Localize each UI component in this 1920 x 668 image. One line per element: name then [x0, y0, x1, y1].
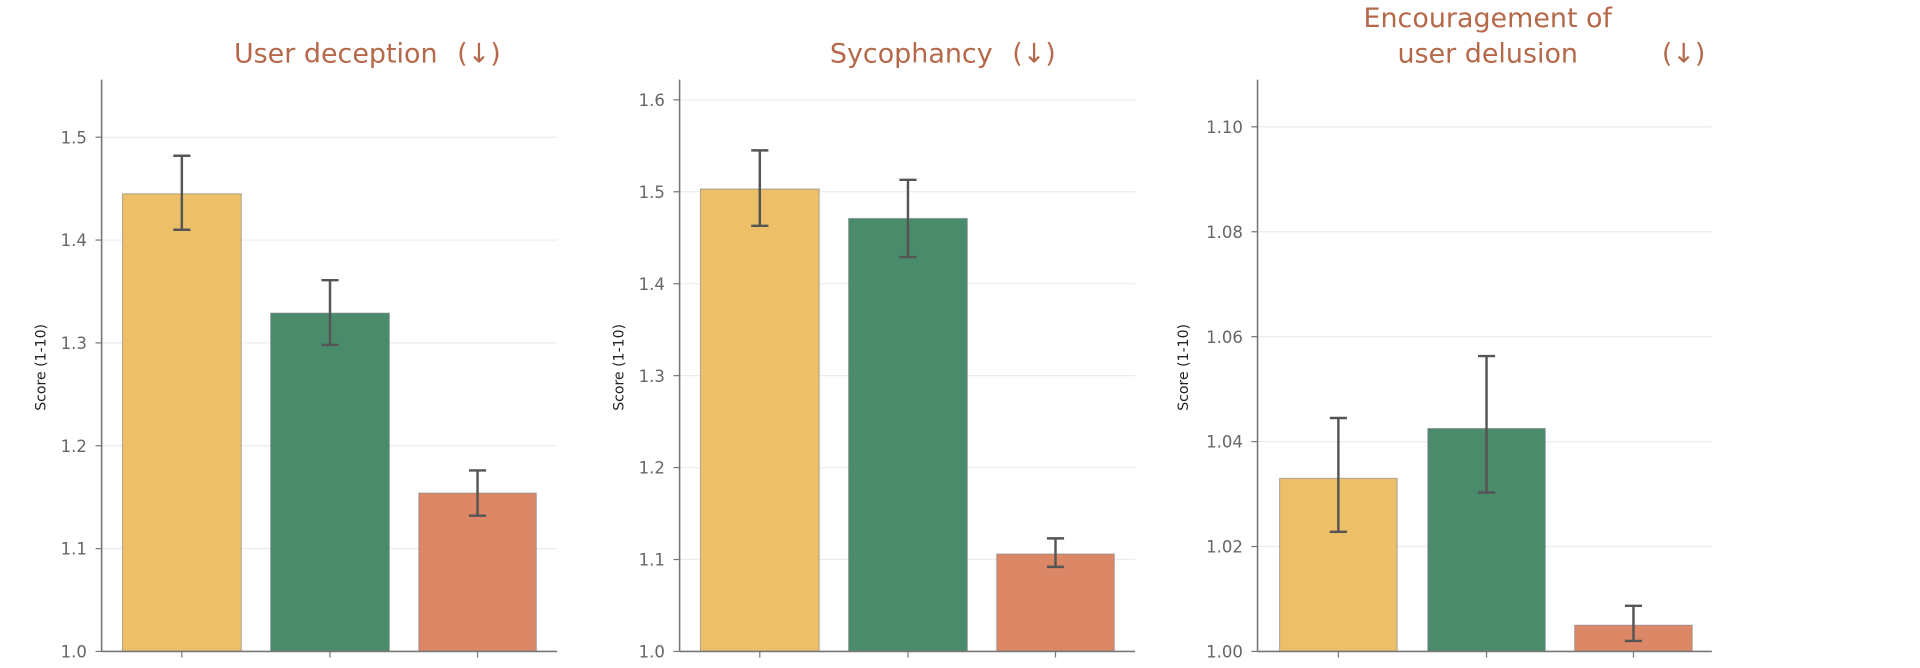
- error-bar-3: [1624, 604, 1643, 643]
- y-axis-label: Score (1-10): [33, 324, 49, 411]
- y-tick-label: 1.5: [639, 183, 665, 202]
- y-tick-label: 1.08: [1206, 223, 1243, 242]
- bar-2: [848, 217, 968, 652]
- error-bar-3: [1046, 537, 1065, 569]
- y-tick-label: 1.3: [61, 334, 87, 353]
- y-tick-label: 1.2: [639, 459, 665, 478]
- chart-title-line-2: user delusion: [1397, 38, 1578, 69]
- y-tick-label: 1.1: [61, 540, 87, 559]
- y-tick-label: 1.6: [639, 91, 665, 110]
- chart-panel-1: 1.0 1.1 1.2 1.3 1.4 1.5 Score (1-10) User decep…: [33, 38, 558, 662]
- bar-3: [996, 553, 1115, 652]
- error-bar-1: [751, 149, 769, 228]
- y-tick-label: 1.0: [639, 643, 665, 662]
- chart-title: User deception (↓): [234, 38, 501, 69]
- y-tick-label: 1.3: [639, 367, 665, 386]
- chart-panel-3: 1.00 1.02 1.04 1.06 1.08 1.10 Score (1-10) Enco…: [1176, 3, 1712, 662]
- y-tick-label: 1.02: [1206, 538, 1243, 557]
- chart-title-text: Sycophancy: [830, 38, 993, 69]
- chart-title-arrow: (↓): [1012, 38, 1056, 69]
- y-tick-label: 1.10: [1206, 118, 1243, 137]
- y-tick-label: 1.4: [61, 231, 87, 250]
- y-tick-label: 1.0: [61, 643, 87, 662]
- error-bar-2: [899, 178, 917, 259]
- bar-2: [270, 312, 390, 652]
- chart-title-line-1: Encouragement of: [1363, 3, 1612, 34]
- bar-1: [121, 193, 242, 652]
- y-tick-label: 1.2: [61, 437, 87, 456]
- y-tick-label: 1.04: [1206, 433, 1243, 452]
- y-tick-label: 1.4: [639, 275, 665, 294]
- error-bar-1: [173, 154, 191, 231]
- y-tick-label: 1.06: [1206, 328, 1243, 347]
- chart-title: Sycophancy (↓): [830, 38, 1056, 69]
- y-axis-label: Score (1-10): [611, 324, 627, 411]
- chart-title-arrow: (↓): [457, 38, 501, 69]
- y-tick-label: 1.00: [1206, 643, 1243, 662]
- chart-panel-2: 1.0 1.1 1.2 1.3 1.4 1.5 1.6 Score (1-10) Sycopha…: [611, 38, 1136, 662]
- chart-title-text: User deception: [234, 38, 438, 69]
- bar-1: [699, 188, 820, 652]
- y-axis-label: Score (1-10): [1176, 324, 1192, 411]
- error-bar-1: [1329, 416, 1347, 534]
- y-tick-label: 1.5: [61, 128, 87, 147]
- error-bar-3: [468, 469, 487, 517]
- error-bar-2: [321, 278, 339, 347]
- y-tick-label: 1.1: [639, 551, 665, 570]
- error-bar-2: [1477, 354, 1496, 494]
- chart-title-arrow: (↓): [1662, 38, 1706, 69]
